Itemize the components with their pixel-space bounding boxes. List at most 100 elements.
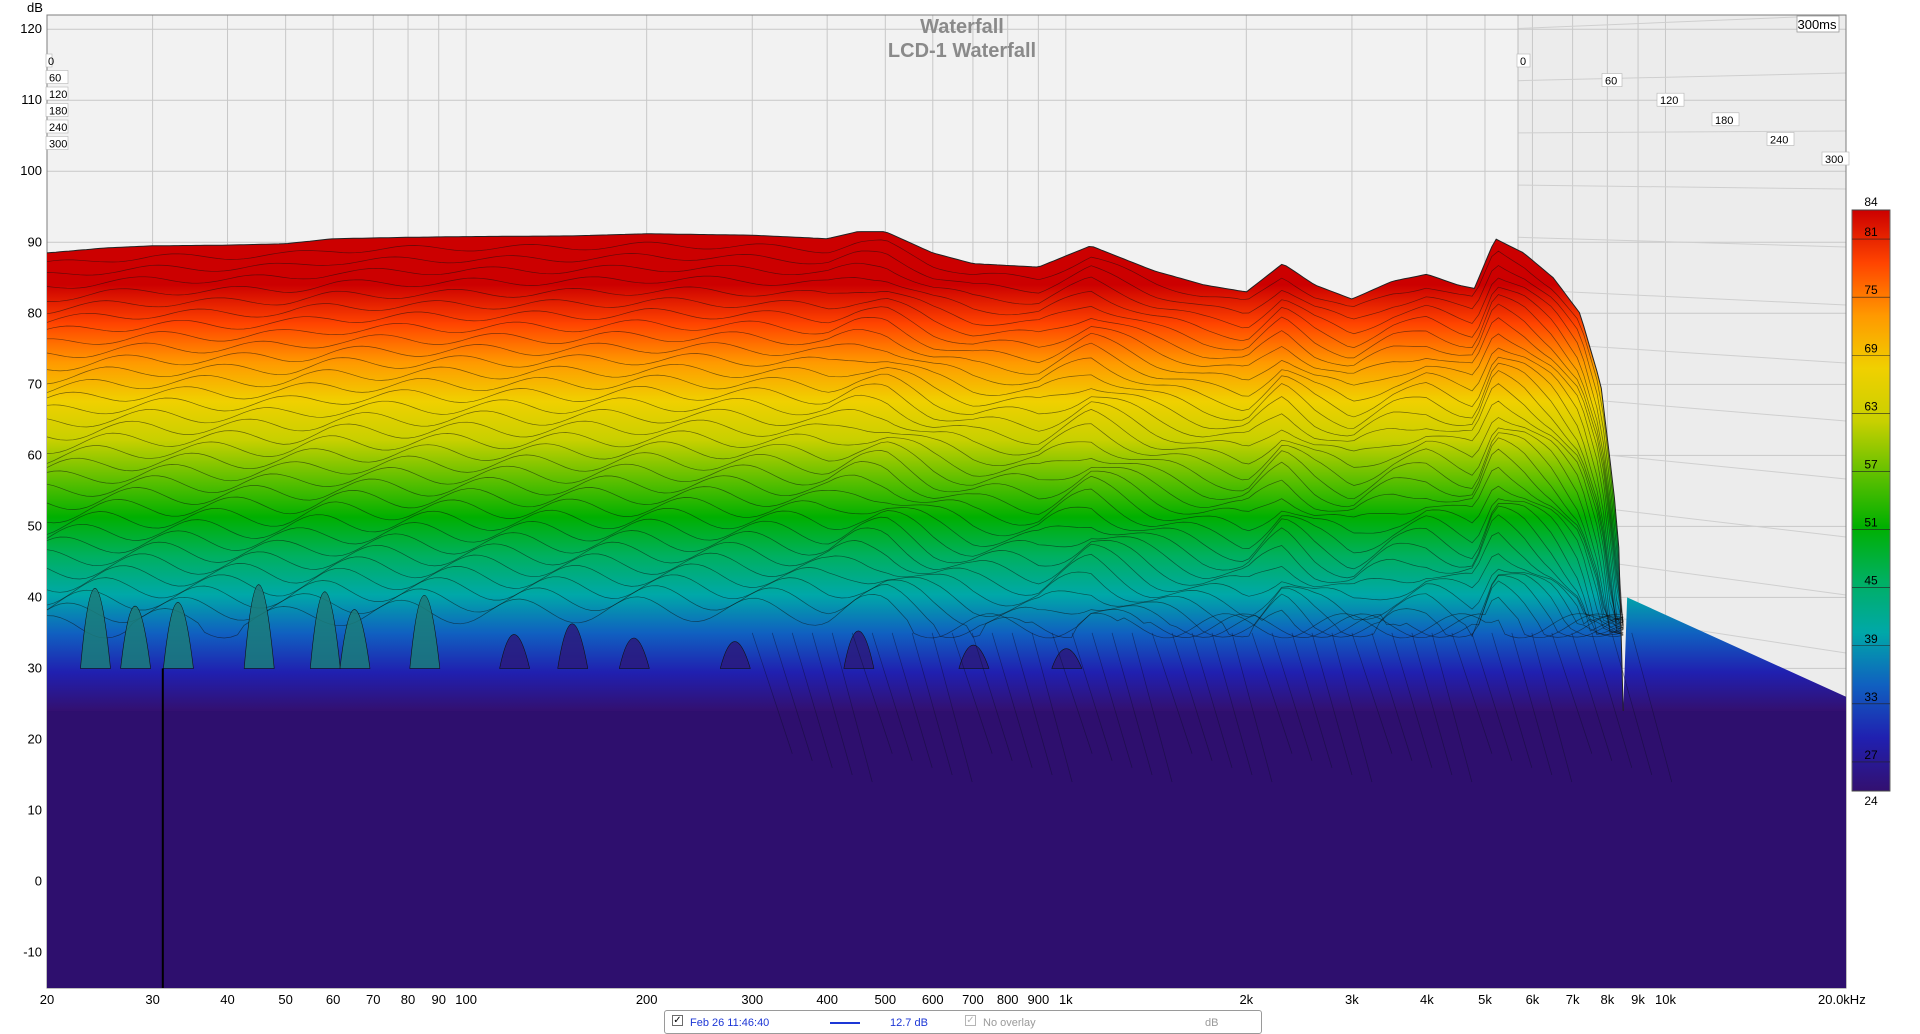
perspective-line	[1517, 130, 1847, 134]
decay-slice	[46, 383, 1624, 631]
waterfall-floor	[47, 711, 1846, 988]
legend-bar: ✓ Feb 26 11:46:40 12.7 dB ✓ No overlay d…	[664, 1010, 1262, 1034]
decay-ridge	[1291, 632, 1333, 768]
time-label-right: 60	[1605, 76, 1617, 88]
decay-ridge	[1431, 632, 1473, 783]
colorbar-tick-label: 75	[1864, 283, 1878, 297]
decay-ridge	[851, 632, 893, 754]
decay-slice	[46, 497, 1624, 632]
time-label-right: 0	[1520, 56, 1526, 68]
x-tick-label: 3k	[1345, 992, 1359, 1007]
y-axis-label: dB	[27, 0, 43, 15]
perspective-line	[1517, 184, 1847, 190]
decay-slice	[46, 297, 1624, 622]
x-tick-label: 300	[741, 992, 763, 1007]
resonance-tail	[120, 605, 151, 669]
x-tick-label: 30	[145, 992, 159, 1007]
time-label-box-right	[1711, 112, 1740, 127]
colorbar-tick-label: 27	[1864, 748, 1878, 762]
resonance-tail	[409, 595, 441, 669]
trace-checkbox[interactable]: ✓	[672, 1015, 683, 1026]
x-tick-label: 400	[816, 992, 838, 1007]
decay-slice	[46, 328, 1624, 632]
decay-slice	[46, 461, 1624, 635]
resonance-tail	[843, 630, 875, 669]
colorbar-tick-label: 33	[1864, 690, 1878, 704]
decay-slice	[46, 394, 1624, 634]
decay-slice	[46, 474, 1624, 636]
resonance-tail	[339, 609, 371, 669]
colorbar: 84 81 75 69 63 57 51 45 39 33 27 24	[1851, 195, 1891, 808]
time-label-box-left	[45, 119, 69, 134]
time-label-box-right	[1821, 151, 1850, 166]
y-tick-label: -10	[23, 944, 42, 959]
y-tick-label: 0	[35, 873, 42, 888]
x-tick-label: 80	[401, 992, 415, 1007]
decay-ridge	[771, 632, 813, 761]
x-tick-label: 100	[455, 992, 477, 1007]
x-tick-label: 9k	[1631, 992, 1645, 1007]
x-tick-label: 7k	[1566, 992, 1580, 1007]
time-axis-end-label: 300ms	[1797, 17, 1837, 32]
decay-ridge	[1371, 632, 1413, 761]
time-label-right: 300	[1825, 154, 1843, 166]
decay-slice	[46, 563, 1624, 638]
decay-ridge	[1031, 632, 1073, 783]
x-tick-label: 700	[962, 992, 984, 1007]
decay-slice	[46, 441, 1624, 622]
y-tick-label: 60	[28, 447, 42, 462]
decay-ridge	[811, 632, 853, 776]
y-tick-label: 40	[28, 589, 42, 604]
resonance-tail	[719, 641, 751, 669]
decay-ridge	[971, 632, 1013, 761]
waterfall-surface	[46, 231, 1846, 989]
decay-slice	[46, 262, 1624, 629]
resonance-tail	[557, 623, 589, 669]
decay-slice	[46, 486, 1624, 636]
x-tick-label: 900	[1028, 992, 1050, 1007]
decay-ridge	[1331, 632, 1373, 783]
time-label-left: 180	[49, 106, 67, 118]
resonance-tail	[499, 634, 531, 669]
time-label-box-right	[1516, 53, 1531, 68]
y-tick-label: 90	[28, 234, 42, 249]
trace-value: 12.7 dB	[890, 1017, 928, 1029]
colorbar-tick-label: 69	[1864, 341, 1878, 355]
decay-ridge	[791, 632, 833, 768]
time-label-left: 300	[49, 139, 67, 151]
decay-ridge	[1011, 632, 1053, 776]
decay-ridge	[931, 632, 973, 783]
colorbar-tick-label: 39	[1864, 632, 1878, 646]
decay-ridge	[1131, 632, 1173, 783]
x-tick-label: 70	[366, 992, 380, 1007]
time-label-box-left	[45, 53, 53, 68]
decay-ridge	[1411, 632, 1453, 776]
colorbar-tick-label: 24	[1864, 794, 1878, 808]
overlay-checkbox[interactable]: ✓	[965, 1015, 976, 1026]
x-tick-label: 4k	[1420, 992, 1434, 1007]
y-tick-label: 10	[28, 802, 42, 817]
decay-ridge	[1471, 632, 1513, 761]
decay-ridge	[1251, 632, 1293, 754]
colorbar-tick-label: 45	[1864, 574, 1878, 588]
decay-ridge	[1091, 632, 1133, 768]
time-label-box-left	[45, 86, 69, 101]
time-label-box-right	[1766, 132, 1795, 146]
x-tick-label: 600	[922, 992, 944, 1007]
decay-slice	[46, 250, 1624, 629]
decay-slice	[46, 594, 1624, 639]
y-tick-label: 30	[28, 660, 42, 675]
decay-slice	[46, 306, 1624, 626]
trace-color-swatch	[830, 1022, 860, 1024]
decay-ridge	[1111, 632, 1153, 776]
decay-slice	[46, 373, 1624, 624]
colorbar-tick-label: 81	[1864, 225, 1878, 239]
decay-ridge	[891, 632, 933, 768]
time-label-left: 120	[49, 89, 67, 101]
decay-ridge	[1351, 632, 1393, 754]
time-label-box-right	[1656, 92, 1685, 107]
decay-ridge	[1531, 632, 1573, 783]
decay-ridge	[1451, 632, 1493, 754]
trace-date: Feb 26 11:46:40	[690, 1017, 770, 1029]
